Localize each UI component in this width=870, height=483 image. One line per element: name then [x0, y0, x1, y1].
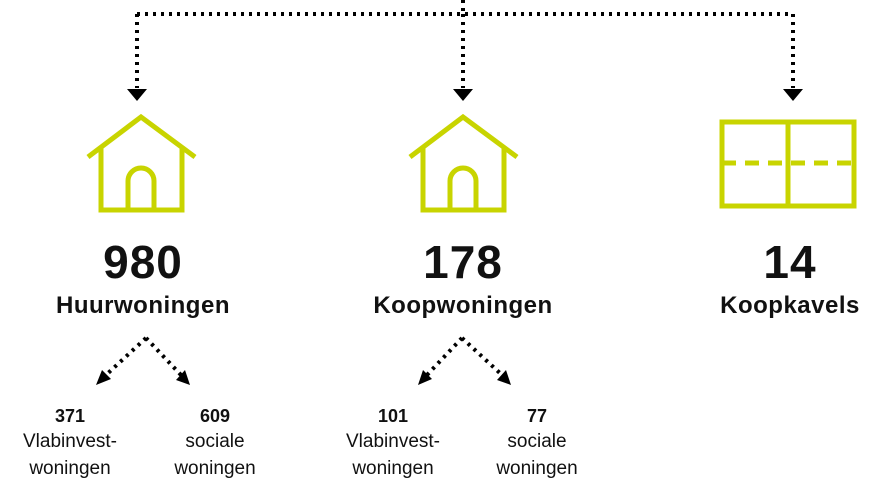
sub-number: 101 [378, 406, 408, 426]
sub-label: Vlabinvest- [23, 431, 117, 452]
category-label: Huurwoningen [56, 292, 230, 319]
house-icon [86, 113, 197, 213]
sub-label: woningen [28, 458, 110, 479]
category-label: Koopkavels [720, 292, 860, 319]
total-number: 178 [423, 236, 503, 288]
sub-label: woningen [173, 458, 255, 479]
sub-number: 609 [200, 406, 230, 426]
house-icon [408, 113, 519, 213]
plot-icon [719, 119, 857, 209]
sub-label: woningen [351, 458, 433, 479]
total-number: 14 [763, 236, 816, 288]
total-number: 980 [103, 236, 183, 288]
sub-number: 77 [527, 406, 547, 426]
sub-number: 371 [55, 406, 85, 426]
sub-label: woningen [495, 458, 577, 479]
sub-label: sociale [507, 431, 566, 452]
category-label: Koopwoningen [373, 292, 552, 319]
sub-label: sociale [185, 431, 244, 452]
sub-label: Vlabinvest- [346, 431, 440, 452]
connectors [96, 0, 803, 385]
